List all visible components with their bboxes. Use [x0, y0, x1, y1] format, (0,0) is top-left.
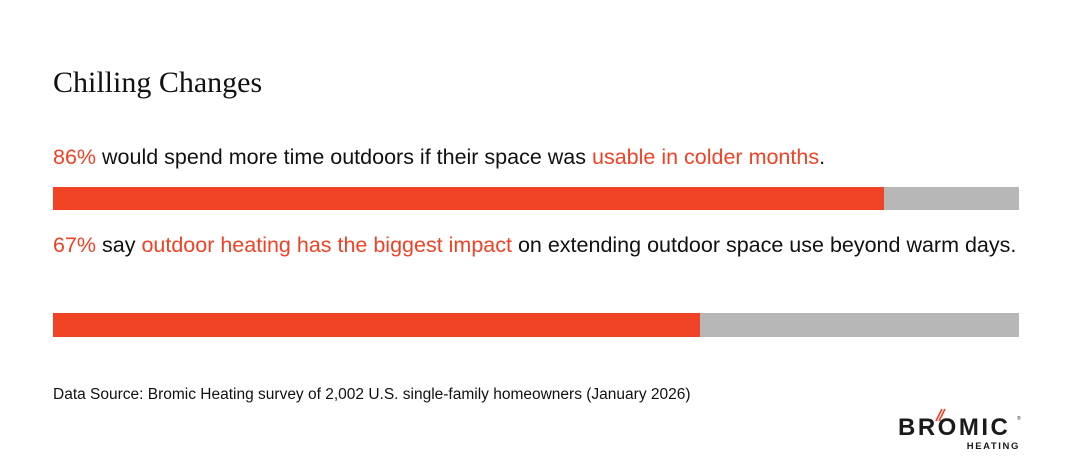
chart-title: Chilling Changes: [53, 66, 263, 99]
statement-2: 67% say outdoor heating has the biggest …: [53, 229, 1023, 261]
logo-subtitle: HEATING: [966, 441, 1020, 452]
statement-2-highlight: outdoor heating has the biggest impact: [141, 233, 512, 257]
bar-track-2: [53, 313, 1019, 337]
flame-icon: [935, 408, 946, 422]
logo-wordmark: BROMIC: [898, 414, 1011, 441]
stat-value-2: 67%: [53, 233, 97, 257]
registered-mark: ®: [1017, 416, 1021, 422]
stat-value-1: 86%: [53, 145, 97, 169]
statement-2-text-a: say: [96, 233, 142, 257]
statement-1-text-a: would spend more time outdoors if their …: [96, 145, 592, 169]
bar-fill-1: [53, 187, 884, 210]
statement-1-text-b: .: [819, 145, 826, 169]
statement-1: 86% would spend more time outdoors if th…: [53, 141, 1023, 173]
data-source-note: Data Source: Bromic Heating survey of 2,…: [53, 386, 691, 403]
bromic-logo: BROMIC ® HEATING: [898, 408, 1022, 454]
bar-fill-2: [53, 313, 701, 337]
bar-track-1: [53, 187, 1019, 210]
statement-2-text-b: on extending outdoor space use beyond wa…: [511, 233, 1017, 257]
statement-1-highlight: usable in colder months: [592, 145, 820, 169]
